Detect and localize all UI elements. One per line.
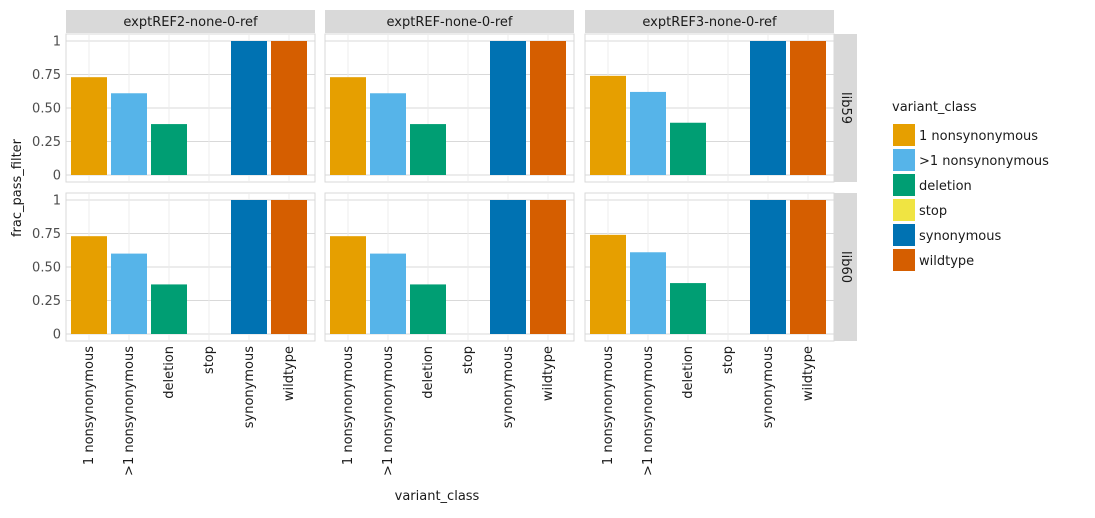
- bar-deletion: [410, 284, 446, 334]
- facet-panel: [324, 33, 575, 183]
- x-tick-label: wildtype: [282, 346, 297, 401]
- legend-label: synonymous: [919, 229, 1001, 244]
- x-tick-label: deletion: [162, 346, 177, 399]
- legend-title: variant_class: [892, 100, 977, 115]
- legend-swatch: [893, 199, 915, 221]
- facet-strip-row: [834, 34, 857, 182]
- x-tick-label: 1 nonsynonymous: [601, 346, 616, 465]
- y-tick-label: 0.25: [32, 294, 61, 309]
- legend-swatch: [893, 174, 915, 196]
- facet-strip-column-label: exptREF-none-0-ref: [387, 15, 513, 30]
- y-tick-label: 0.50: [32, 261, 61, 276]
- y-tick-label: 0.50: [32, 102, 61, 117]
- x-tick-label: >1 nonsynonymous: [641, 346, 656, 476]
- facet-strip-column: [585, 10, 834, 33]
- bar-1-nonsynonymous: [370, 93, 406, 175]
- bar-wildtype: [790, 200, 826, 334]
- bar-wildtype: [530, 41, 566, 175]
- facet-panel: [65, 192, 316, 342]
- y-tick-label: 0.75: [32, 227, 61, 242]
- bar-synonymous: [750, 41, 786, 175]
- facet-panel: [324, 192, 575, 342]
- y-tick-label: 1: [53, 35, 61, 50]
- y-tick-label: 0.75: [32, 68, 61, 83]
- facet-panel: [65, 33, 316, 183]
- x-tick-label: 1 nonsynonymous: [82, 346, 97, 465]
- facet-panel: [584, 192, 835, 342]
- bar-1-nonsynonymous: [111, 253, 147, 334]
- bar-wildtype: [530, 200, 566, 334]
- bar-wildtype: [790, 41, 826, 175]
- bar-wildtype: [271, 200, 307, 334]
- bar-1-nonsynonymous: [590, 234, 626, 334]
- x-tick-label: deletion: [421, 346, 436, 399]
- x-tick-label: 1 nonsynonymous: [341, 346, 356, 465]
- x-tick-label: wildtype: [541, 346, 556, 401]
- x-axis-title: variant_class: [395, 489, 480, 504]
- legend-label: 1 nonsynonymous: [919, 129, 1038, 144]
- legend-label: stop: [919, 204, 947, 219]
- y-tick-label: 0: [53, 328, 61, 343]
- legend-swatch: [893, 124, 915, 146]
- bar-1-nonsynonymous: [630, 91, 666, 175]
- x-tick-label: wildtype: [801, 346, 816, 401]
- bar-deletion: [410, 124, 446, 175]
- x-tick-label: synonymous: [761, 346, 776, 428]
- bar-1-nonsynonymous: [330, 77, 366, 175]
- bar-synonymous: [490, 200, 526, 334]
- bar-synonymous: [490, 41, 526, 175]
- bar-1-nonsynonymous: [370, 253, 406, 334]
- facet-strip-column-label: exptREF3-none-0-ref: [642, 15, 777, 30]
- legend-swatch: [893, 249, 915, 271]
- bar-synonymous: [231, 41, 267, 175]
- x-tick-label: stop: [202, 346, 217, 374]
- bar-1-nonsynonymous: [330, 236, 366, 334]
- legend-swatch: [893, 149, 915, 171]
- facet-strip-column-label: exptREF2-none-0-ref: [123, 15, 258, 30]
- y-axis-title: frac_pass_filter: [10, 138, 25, 237]
- y-tick-label: 0.25: [32, 135, 61, 150]
- x-tick-label: stop: [721, 346, 736, 374]
- bar-1-nonsynonymous: [71, 77, 107, 175]
- bar-deletion: [670, 122, 706, 175]
- bar-deletion: [670, 283, 706, 334]
- facet-panel: [584, 33, 835, 183]
- bar-wildtype: [271, 41, 307, 175]
- legend: variant_class 1 nonsynonymous >1 nonsynony…: [892, 100, 1049, 271]
- bar-deletion: [151, 284, 187, 334]
- facet-strip-row-label: lib59: [838, 92, 853, 124]
- legend-label: wildtype: [919, 254, 974, 269]
- facet-strip-row-label: lib60: [838, 251, 853, 283]
- facet-strip-column: [66, 10, 315, 33]
- y-tick-label: 0: [53, 169, 61, 184]
- x-tick-label: synonymous: [501, 346, 516, 428]
- y-tick-label: 1: [53, 194, 61, 209]
- bar-1-nonsynonymous: [111, 93, 147, 175]
- x-tick-label: stop: [461, 346, 476, 374]
- legend-label: deletion: [919, 179, 972, 194]
- bar-1-nonsynonymous: [590, 75, 626, 175]
- bar-1-nonsynonymous: [630, 252, 666, 334]
- x-tick-label: synonymous: [242, 346, 257, 428]
- bar-synonymous: [750, 200, 786, 334]
- legend-swatch: [893, 224, 915, 246]
- bar-synonymous: [231, 200, 267, 334]
- bar-deletion: [151, 124, 187, 175]
- bar-1-nonsynonymous: [71, 236, 107, 334]
- x-tick-label: deletion: [681, 346, 696, 399]
- facet-strip-row: [834, 193, 857, 341]
- legend-label: >1 nonsynonymous: [919, 154, 1049, 169]
- x-tick-label: >1 nonsynonymous: [122, 346, 137, 476]
- x-tick-label: >1 nonsynonymous: [381, 346, 396, 476]
- facet-strip-column: [325, 10, 574, 33]
